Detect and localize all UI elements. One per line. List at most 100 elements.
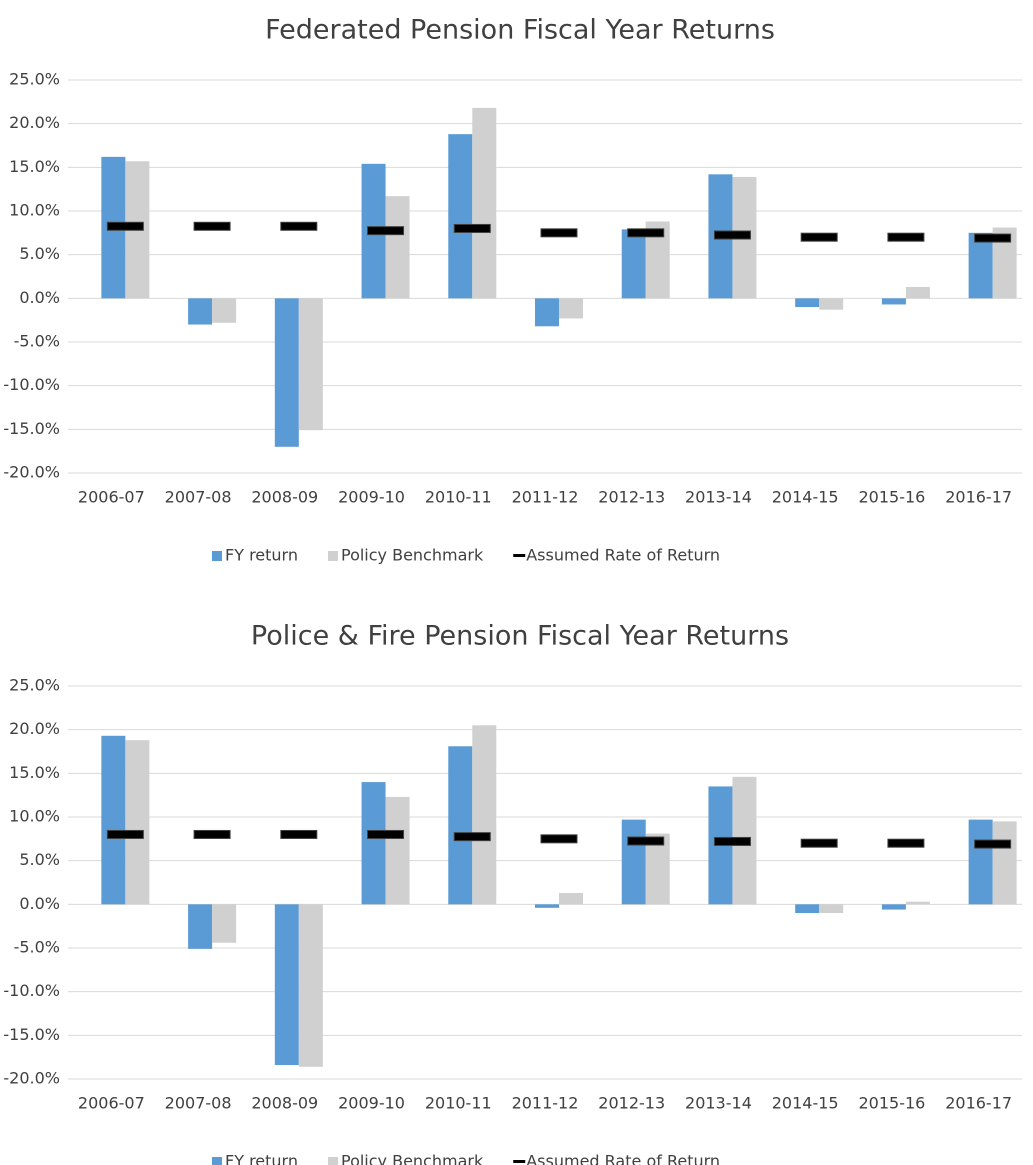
- x-tick-label: 2015-16: [858, 1094, 925, 1113]
- x-tick-label: 2009-10: [338, 488, 405, 507]
- bar: [385, 796, 410, 905]
- bar: [212, 904, 237, 943]
- y-tick-label: -10.0%: [3, 375, 60, 394]
- rate-marker: [713, 230, 751, 240]
- rate-marker: [627, 228, 665, 238]
- bar: [905, 286, 930, 299]
- bar: [559, 298, 583, 319]
- x-tick-label: 2007-08: [165, 488, 232, 507]
- x-tick-label: 2013-14: [685, 488, 752, 507]
- y-tick-label: -10.0%: [3, 981, 60, 1000]
- chart-title: Police & Fire Pension Fiscal Year Return…: [251, 621, 789, 652]
- x-tick-label: 2014-15: [772, 1094, 839, 1113]
- rate-marker: [540, 834, 578, 844]
- chart-title: Federated Pension Fiscal Year Returns: [265, 15, 775, 46]
- bar: [905, 901, 930, 905]
- y-tick-label: -5.0%: [14, 332, 60, 351]
- x-tick-label: 2006-07: [78, 1094, 145, 1113]
- y-tick-label: 25.0%: [9, 70, 60, 89]
- legend-label: Policy Benchmark: [341, 1152, 484, 1165]
- legend-label: FY return: [225, 1152, 298, 1165]
- bar: [795, 904, 820, 914]
- bar: [188, 904, 213, 949]
- x-tick-label: 2012-13: [598, 488, 665, 507]
- bar: [101, 735, 126, 905]
- x-tick-label: 2006-07: [78, 488, 145, 507]
- bar: [535, 298, 559, 327]
- rate-marker: [193, 829, 231, 839]
- rate-marker: [106, 829, 144, 839]
- bar: [881, 298, 906, 305]
- bar: [559, 892, 583, 905]
- bar: [274, 904, 299, 1066]
- legend-swatch: [212, 551, 222, 561]
- legend-label: Assumed Rate of Return: [526, 546, 720, 565]
- bar: [448, 746, 473, 905]
- rate-marker: [540, 228, 578, 238]
- rate-marker: [800, 838, 838, 848]
- bar: [621, 819, 646, 905]
- legend-swatch: [327, 1157, 338, 1165]
- x-tick-label: 2010-11: [425, 1094, 492, 1113]
- x-tick-label: 2009-10: [338, 1094, 405, 1113]
- y-tick-label: 10.0%: [9, 807, 60, 826]
- y-tick-label: 25.0%: [9, 676, 60, 695]
- rate-marker: [280, 829, 318, 839]
- legend-swatch: [513, 1160, 526, 1163]
- bar: [535, 904, 559, 908]
- y-tick-label: -15.0%: [3, 419, 60, 438]
- x-tick-label: 2010-11: [425, 488, 492, 507]
- y-tick-label: -15.0%: [3, 1025, 60, 1044]
- bar: [795, 298, 820, 308]
- x-tick-label: 2013-14: [685, 1094, 752, 1113]
- y-tick-label: -20.0%: [3, 1069, 60, 1088]
- y-tick-label: 20.0%: [9, 113, 60, 132]
- bar: [361, 782, 386, 905]
- rate-marker: [367, 829, 405, 839]
- x-tick-label: 2012-13: [598, 1094, 665, 1113]
- bar: [968, 232, 993, 299]
- y-tick-label: 20.0%: [9, 719, 60, 738]
- rate-marker: [627, 836, 665, 846]
- bar: [448, 134, 473, 299]
- x-tick-label: 2015-16: [858, 488, 925, 507]
- legend-swatch: [513, 554, 526, 557]
- rate-marker: [106, 221, 144, 231]
- y-tick-label: 10.0%: [9, 201, 60, 220]
- rate-marker: [974, 233, 1012, 243]
- rate-marker: [280, 221, 318, 231]
- rate-marker: [453, 832, 491, 842]
- rate-marker: [453, 223, 491, 233]
- legend-label: Assumed Rate of Return: [526, 1152, 720, 1165]
- legend-swatch: [212, 1157, 222, 1165]
- bar: [968, 819, 993, 905]
- rate-marker: [193, 221, 231, 231]
- bar: [819, 298, 844, 310]
- bar: [385, 196, 410, 299]
- bar: [621, 229, 646, 299]
- y-tick-label: -20.0%: [3, 463, 60, 482]
- bar: [819, 904, 844, 914]
- legend-label: FY return: [225, 546, 298, 565]
- x-tick-label: 2007-08: [165, 1094, 232, 1113]
- y-tick-label: -5.0%: [14, 938, 60, 957]
- x-tick-label: 2008-09: [251, 1094, 318, 1113]
- bar: [881, 904, 906, 910]
- bar: [472, 107, 497, 299]
- rate-marker: [713, 836, 751, 846]
- x-tick-label: 2016-17: [945, 488, 1012, 507]
- rate-marker: [367, 226, 405, 236]
- bar: [992, 821, 1017, 905]
- rate-marker: [887, 838, 925, 848]
- bar: [298, 298, 323, 431]
- legend-swatch: [327, 551, 338, 561]
- bar: [472, 725, 497, 905]
- bar: [125, 740, 150, 905]
- bar: [274, 298, 299, 447]
- y-tick-label: 15.0%: [9, 157, 60, 176]
- legend-label: Policy Benchmark: [341, 546, 484, 565]
- x-tick-label: 2008-09: [251, 488, 318, 507]
- x-tick-label: 2011-12: [512, 1094, 579, 1113]
- bar: [212, 298, 237, 323]
